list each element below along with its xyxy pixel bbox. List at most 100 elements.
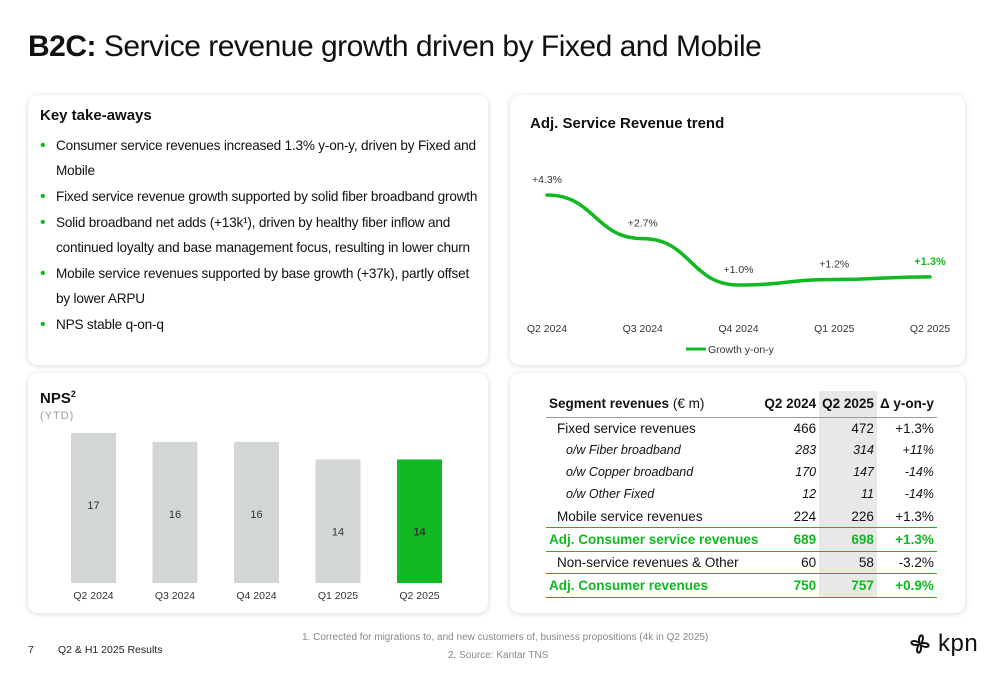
- takeaway-item: Consumer service revenues increased 1.3%…: [40, 133, 480, 183]
- nps-title: NPS2: [40, 389, 76, 407]
- segment-row-delta: +1.3%: [895, 508, 934, 524]
- segment-header-label-text: Segment revenues: [549, 396, 670, 412]
- trend-series-line: [545, 193, 932, 287]
- segment-row-delta: +0.9%: [876, 572, 937, 598]
- segment-header-label: Segment revenues (€ m): [546, 391, 762, 418]
- segment-row-q2-2024: 750: [761, 572, 820, 598]
- trend-data-label: +2.7%: [628, 218, 658, 230]
- segment-row: Fixed service revenues 466 472 +1.3%: [546, 417, 937, 439]
- nps-bar-value: 16: [169, 509, 181, 521]
- segment-row-q2-2024: 12: [802, 486, 817, 501]
- nps-bar: [71, 433, 116, 583]
- segment-row-delta: -3.2%: [876, 550, 937, 573]
- nps-title-text: NPS: [40, 390, 71, 407]
- segment-row-q2-2024: 283: [795, 443, 817, 457]
- segment-row-q2-2024: 689: [761, 526, 820, 552]
- segment-header-row: Segment revenues (€ m) Q2 2024 Q2 2025 Δ…: [546, 391, 937, 418]
- nps-bar-value: 17: [87, 500, 99, 512]
- nps-subtitle: (YTD): [40, 410, 75, 422]
- takeaway-item: Mobile service revenues supported by bas…: [40, 261, 480, 311]
- takeaway-item: Solid broadband net adds (+13k¹), driven…: [40, 210, 480, 260]
- segment-card: Segment revenues (€ m) Q2 2024 Q2 2025 Δ…: [510, 373, 965, 613]
- segment-row-q2-2025: 226: [819, 505, 877, 527]
- footer-title: Q2 & H1 2025 Results: [58, 644, 163, 656]
- nps-bar: [152, 441, 198, 583]
- segment-row-q2-2024: 60: [761, 550, 820, 573]
- segment-row: Adj. Consumer service revenues 689 698 +1.3…: [546, 526, 937, 552]
- segment-row-label: Fixed service revenues: [557, 420, 696, 436]
- trend-x-tick-label: Q2 2024: [527, 323, 567, 335]
- trend-data-label: +4.3%: [532, 174, 562, 186]
- segment-row-q2-2025: 698: [819, 526, 877, 552]
- segment-header-col3: Δ y-on-y: [876, 391, 937, 418]
- nps-chart: 17 Q2 2024 16 Q3 2024 16 Q4 2024 14 Q1 2025 14 Q2…: [71, 433, 442, 602]
- segment-row-delta: +1.3%: [876, 526, 937, 552]
- segment-table: Segment revenues (€ m) Q2 2024 Q2 2025 Δ…: [546, 391, 937, 598]
- segment-row-label: Adj. Consumer service revenues: [546, 526, 762, 552]
- takeaways-card: Key take-aways Consumer service revenues…: [28, 95, 488, 365]
- segment-header-col2: Q2 2025: [819, 391, 877, 418]
- nps-card: NPS2 (YTD) 17 Q2 2024 16 Q3 2024 16 Q4 2024 14…: [28, 373, 488, 613]
- kpn-logo: kpn: [906, 630, 978, 658]
- segment-row: o/w Copper broadband 170 147 -14%: [546, 461, 937, 483]
- trend-card: Adj. Service Revenue trend +4.3% Q2 2024 +…: [510, 95, 965, 365]
- segment-row: Mobile service revenues 224 226 +1.3%: [546, 505, 937, 527]
- segment-row-q2-2025: 314: [819, 439, 877, 461]
- segment-row-label: Mobile service revenues: [557, 508, 703, 524]
- takeaways-list: Consumer service revenues increased 1.3%…: [40, 133, 480, 338]
- trend-data-label: +1.2%: [819, 259, 849, 271]
- segment-row-label: o/w Copper broadband: [566, 465, 694, 479]
- kpn-logo-text: kpn: [938, 630, 979, 657]
- nps-x-tick-label: Q2 2025: [399, 590, 439, 602]
- segment-row-delta: -14%: [904, 465, 934, 479]
- segment-row-q2-2024: 170: [795, 465, 817, 479]
- segment-row-delta: +11%: [902, 443, 934, 457]
- nps-x-tick-label: Q4 2024: [236, 590, 276, 602]
- segment-row-q2-2025: 147: [819, 461, 877, 483]
- segment-row-q2-2025: 472: [819, 417, 877, 439]
- footnote-1: 1. Corrected for migrations to, and new …: [302, 632, 709, 643]
- trend-data-label: +1.3%: [914, 256, 946, 268]
- takeaway-item: NPS stable q-on-q: [40, 312, 480, 337]
- segment-row: Adj. Consumer revenues 750 757 +0.9%: [546, 572, 937, 598]
- takeaways-title: Key take-aways: [40, 107, 152, 124]
- trend-chart: +4.3% Q2 2024 +2.7% Q3 2024 +1.0% Q4 2024 +1.2…: [527, 174, 950, 356]
- segment-row-delta: +1.3%: [895, 420, 934, 436]
- segment-table-body: Fixed service revenues 466 472 +1.3% o/w Fib…: [546, 417, 937, 598]
- segment-header-unit: (€ m): [672, 396, 705, 412]
- trend-x-tick-label: Q1 2025: [814, 323, 854, 335]
- trend-legend-label: Growth y-on-y: [708, 344, 775, 356]
- nps-bar: [234, 441, 279, 583]
- trend-title: Adj. Service Revenue trend: [530, 115, 725, 132]
- footnote-2: 2. Source: Kantar TNS: [448, 650, 549, 661]
- segment-row: o/w Other Fixed 12 11 -14%: [546, 483, 937, 505]
- segment-row-q2-2025: 757: [819, 572, 877, 598]
- segment-header-col1: Q2 2024: [761, 391, 820, 418]
- page-title: B2C: Service revenue growth driven by Fi…: [28, 30, 762, 64]
- segment-row-label: Non-service revenues & Other: [546, 550, 762, 573]
- segment-row-q2-2024: 224: [793, 508, 817, 524]
- segment-row-q2-2025: 11: [819, 483, 877, 505]
- segment-row: Non-service revenues & Other 60 58 -3.2%: [546, 550, 937, 573]
- nps-bar: [397, 459, 442, 583]
- segment-row-label: o/w Other Fixed: [566, 486, 655, 501]
- page-title-rest: Service revenue growth driven by Fixed a…: [96, 30, 762, 63]
- nps-bar-value: 14: [332, 526, 344, 538]
- segment-row-label: o/w Fiber broadband: [566, 443, 681, 457]
- segment-row: o/w Fiber broadband 283 314 +11%: [546, 439, 937, 461]
- segment-row-delta: -14%: [904, 486, 934, 501]
- nps-x-tick-label: Q1 2025: [318, 590, 358, 602]
- kpn-flower-icon: [910, 634, 930, 654]
- trend-x-tick-label: Q2 2025: [910, 323, 950, 335]
- trend-x-tick-label: Q3 2024: [623, 323, 663, 335]
- nps-x-tick-label: Q3 2024: [155, 590, 195, 602]
- nps-bar-value: 14: [413, 526, 426, 538]
- segment-row-q2-2024: 466: [793, 420, 817, 436]
- segment-row-q2-2025: 58: [819, 550, 877, 573]
- page-title-bold: B2C:: [28, 30, 97, 63]
- takeaway-item: Fixed service revenue growth supported b…: [40, 184, 480, 209]
- nps-bar: [315, 459, 361, 583]
- nps-x-tick-label: Q2 2024: [73, 590, 113, 602]
- page-number: 7: [28, 644, 34, 656]
- trend-data-label: +1.0%: [723, 264, 753, 276]
